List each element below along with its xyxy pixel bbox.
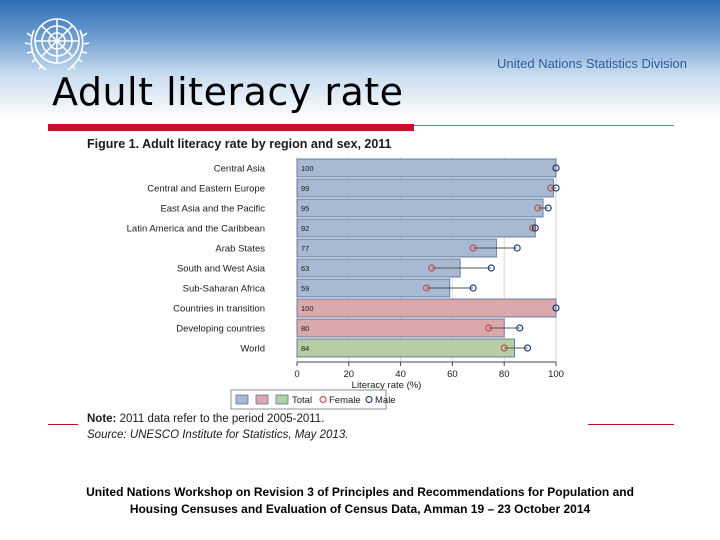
data-label: 95 bbox=[301, 204, 309, 213]
male-point bbox=[487, 264, 495, 272]
male-point bbox=[469, 284, 477, 292]
female-point bbox=[547, 184, 555, 192]
data-label: 84 bbox=[301, 344, 309, 353]
male-point bbox=[513, 244, 521, 252]
female-point bbox=[500, 344, 508, 352]
legend-label-female: Female bbox=[329, 395, 361, 406]
legend-swatch-region bbox=[235, 394, 249, 405]
literacy-chart: Central Asia 100 Central and Eastern Europ… bbox=[127, 157, 564, 410]
legend-swatch-world bbox=[275, 394, 289, 405]
category-label: Countries in transition bbox=[173, 304, 265, 315]
legend-swatch-transition bbox=[255, 394, 269, 405]
male-point bbox=[523, 344, 532, 352]
bar bbox=[296, 198, 544, 218]
male-point bbox=[552, 184, 560, 192]
legend-box bbox=[230, 389, 387, 410]
data-label: 59 bbox=[301, 284, 309, 293]
female-point bbox=[529, 224, 537, 232]
chart-title: Figure 1. Adult literacy rate by region … bbox=[87, 137, 392, 151]
data-label: 63 bbox=[301, 264, 309, 273]
female-point bbox=[428, 264, 436, 272]
x-tick-label: 100 bbox=[548, 369, 564, 380]
legend-marker-male bbox=[365, 395, 373, 404]
category-label: Latin America and the Caribbean bbox=[127, 224, 265, 235]
bar bbox=[296, 218, 536, 238]
bar bbox=[296, 298, 557, 318]
slide-title: Adult literacy rate bbox=[52, 70, 404, 114]
bottom-rule-left bbox=[48, 424, 78, 425]
legend-label-total: Total bbox=[292, 395, 312, 406]
footer: United Nations Workshop on Revision 3 of… bbox=[0, 484, 720, 518]
category-label: Arab States bbox=[215, 244, 265, 255]
figure-note: Note: 2011 data refer to the period 2005… bbox=[87, 413, 324, 425]
category-label: World bbox=[240, 344, 265, 355]
footer-line-2: Housing Censuses and Evaluation of Censu… bbox=[129, 502, 591, 516]
male-point bbox=[516, 324, 524, 332]
title-rule-red bbox=[48, 124, 414, 131]
x-axis-label: Literacy rate (%) bbox=[352, 380, 422, 391]
bar bbox=[296, 318, 505, 338]
data-label: 80 bbox=[301, 324, 309, 333]
male-point bbox=[552, 164, 560, 172]
note-label: Note: bbox=[87, 413, 117, 425]
category-label: South and West Asia bbox=[177, 264, 266, 275]
x-tick-label: 60 bbox=[447, 369, 458, 380]
category-label: Central and Eastern Europe bbox=[147, 184, 265, 195]
x-tick-label: 40 bbox=[395, 369, 406, 380]
bar bbox=[296, 238, 497, 258]
female-point bbox=[534, 204, 542, 212]
bar bbox=[296, 178, 554, 198]
un-logo-icon bbox=[20, 8, 94, 82]
data-label: 77 bbox=[301, 244, 309, 253]
legend-marker-female bbox=[319, 395, 327, 404]
figure-panel: Figure 1. Adult literacy rate by region … bbox=[78, 131, 588, 447]
male-point bbox=[544, 204, 552, 212]
bottom-rule-right bbox=[588, 424, 674, 425]
figure-source: Source: UNESCO Institute for Statistics,… bbox=[87, 429, 349, 441]
x-tick-label: 80 bbox=[499, 369, 510, 380]
male-point bbox=[552, 304, 560, 312]
title-rule-blue bbox=[414, 125, 674, 126]
legend-label-male: Male bbox=[375, 395, 396, 406]
bar bbox=[296, 158, 557, 178]
data-label: 99 bbox=[301, 184, 309, 193]
un-statistics-division: United Nations Statistics Division bbox=[497, 56, 688, 71]
male-point bbox=[531, 224, 539, 232]
data-label: 100 bbox=[301, 164, 314, 173]
data-label: 100 bbox=[301, 304, 314, 313]
x-tick-label: 20 bbox=[344, 369, 355, 380]
x-tick-label: 0 bbox=[294, 369, 299, 380]
data-label: 92 bbox=[301, 224, 309, 233]
header-band bbox=[0, 0, 720, 120]
category-label: Developing countries bbox=[176, 324, 265, 335]
category-label: East Asia and the Pacific bbox=[160, 204, 265, 215]
bar bbox=[296, 338, 515, 358]
female-point bbox=[469, 244, 477, 252]
note-text: 2011 data refer to the period 2005-2011. bbox=[116, 413, 325, 425]
female-point bbox=[422, 284, 431, 292]
female-point bbox=[485, 324, 493, 332]
footer-line-1: United Nations Workshop on Revision 3 of… bbox=[86, 485, 634, 499]
category-label: Sub-Saharan Africa bbox=[183, 284, 266, 295]
category-label: Central Asia bbox=[214, 164, 266, 175]
